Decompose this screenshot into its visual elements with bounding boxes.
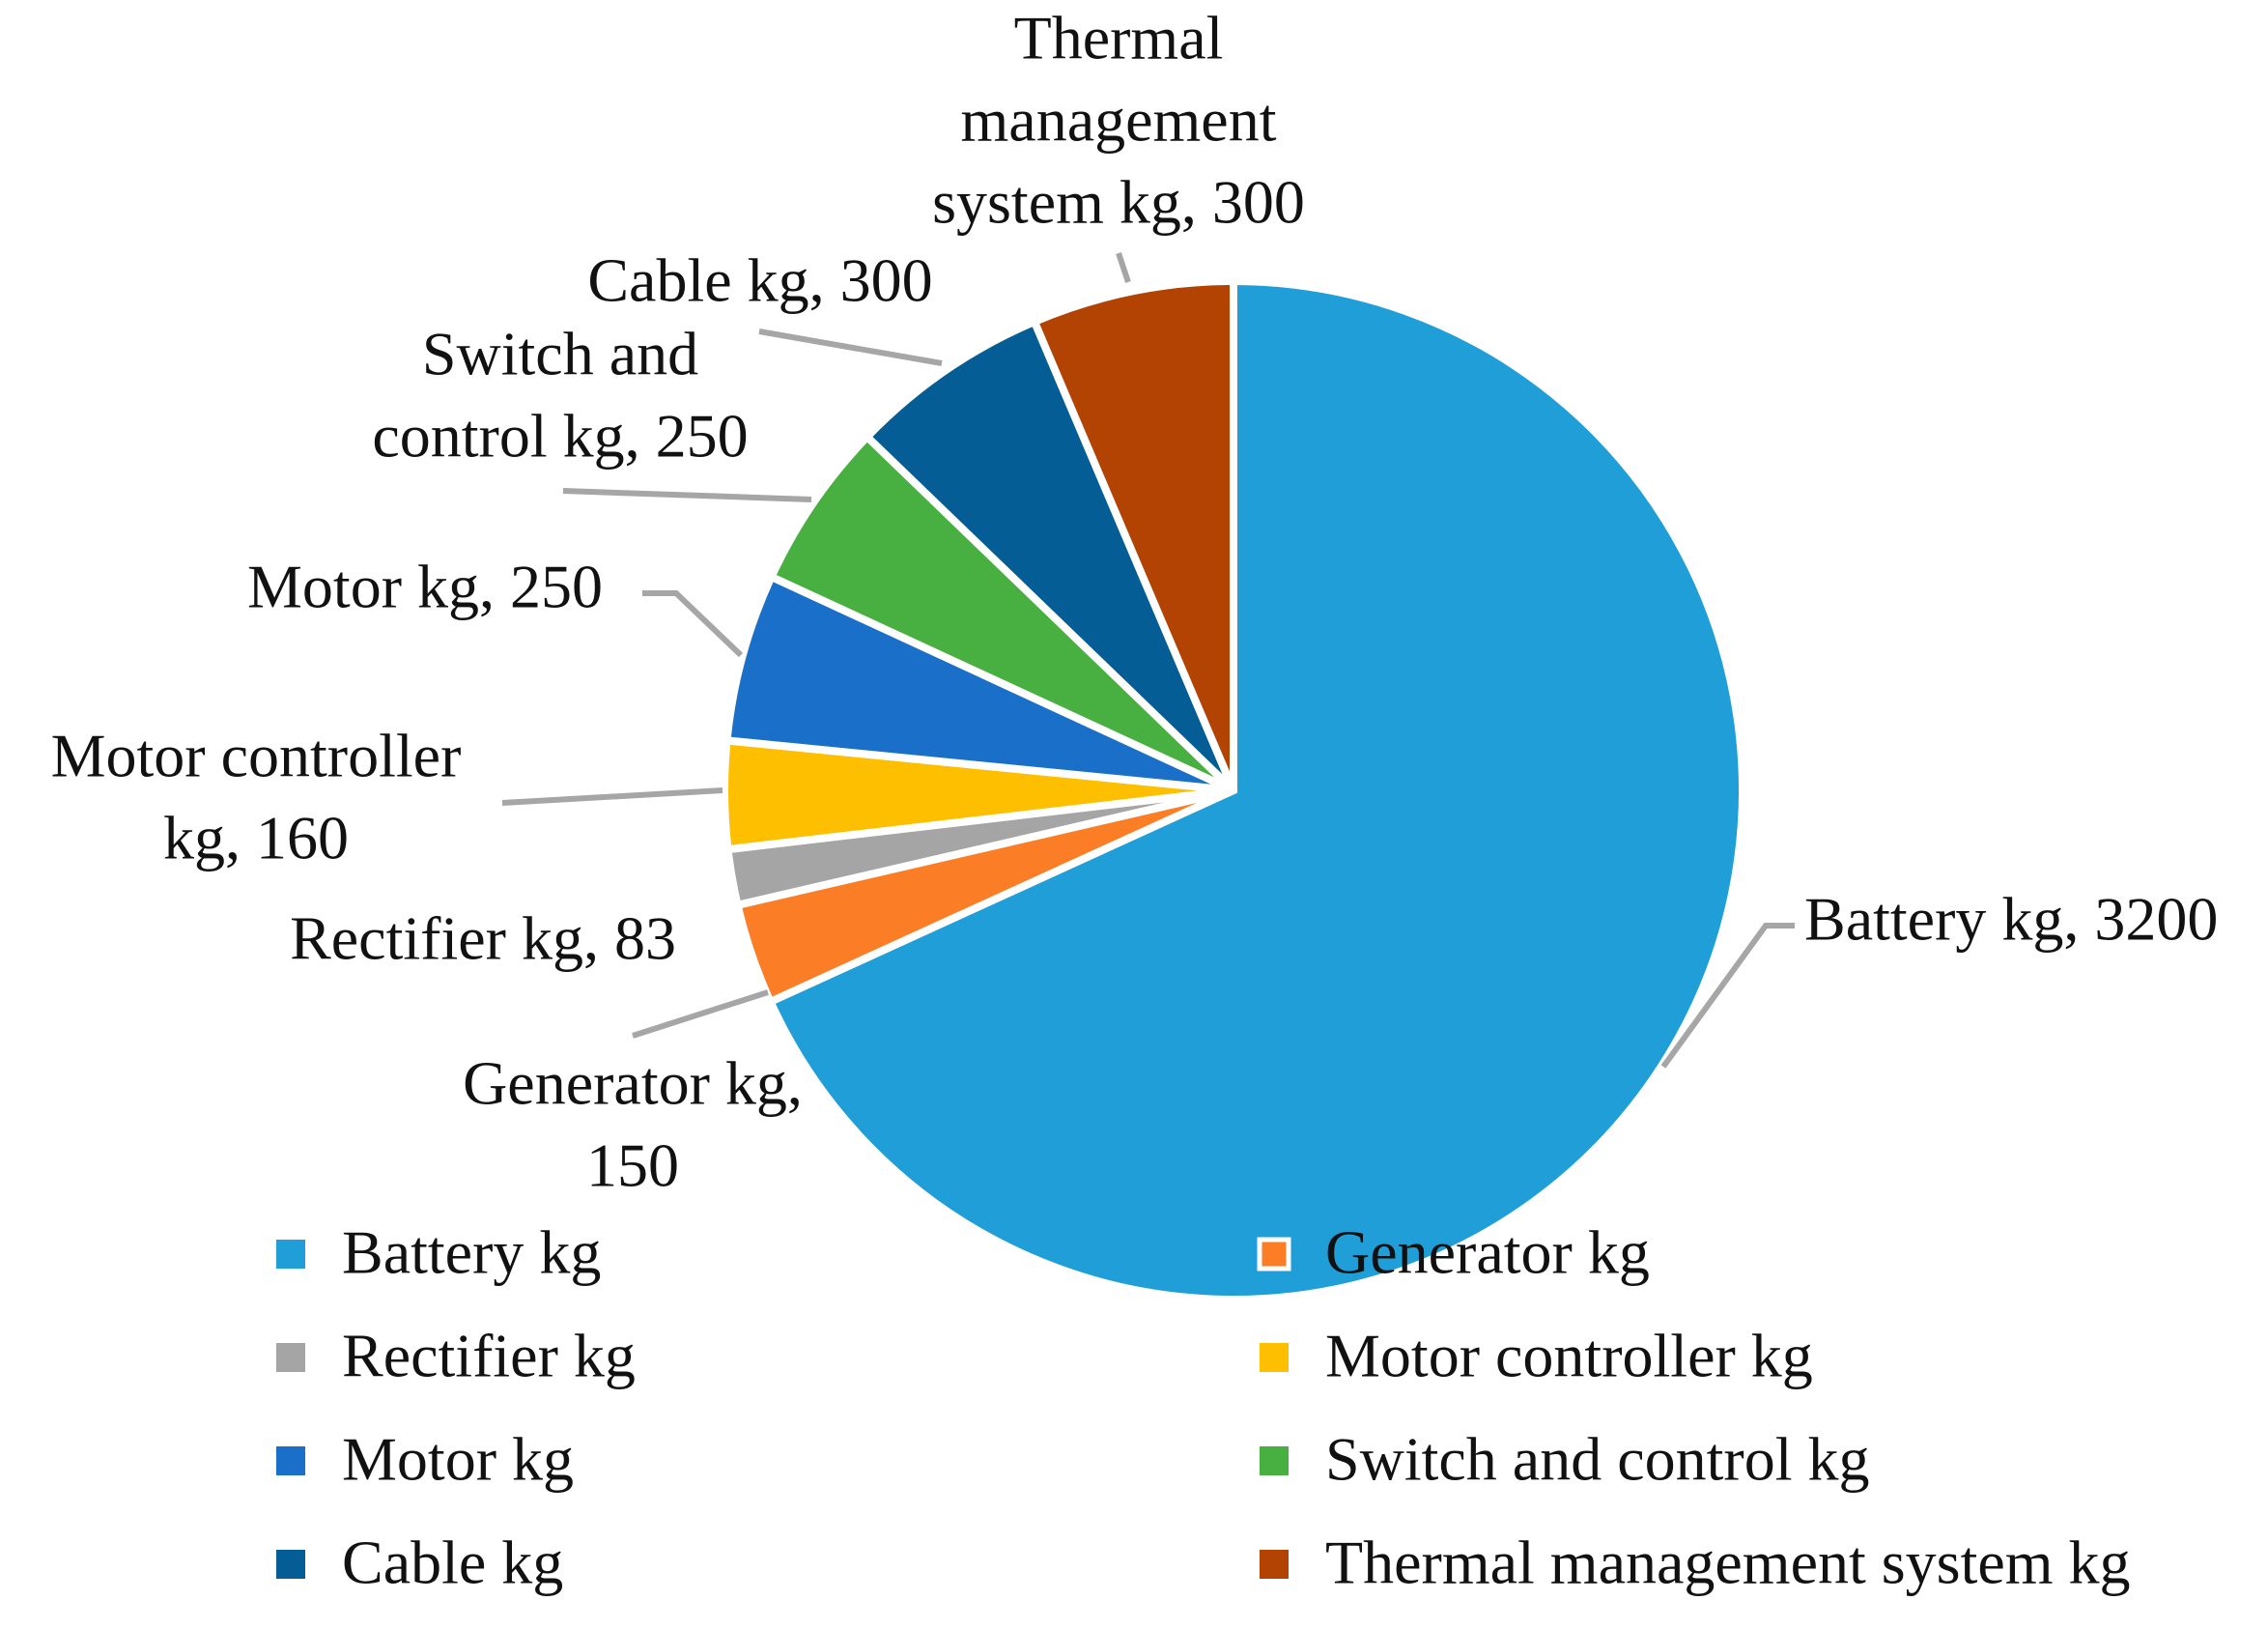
legend-label: Motor kg (342, 1425, 574, 1494)
data-label-line: Thermal (1014, 4, 1224, 72)
leader-line (758, 329, 943, 366)
data-label: Rectifier kg, 83 (290, 904, 676, 973)
legend-label: Rectifier kg (342, 1322, 636, 1390)
leader-lines (501, 252, 1795, 1069)
legend-label: Thermal management system kg (1325, 1529, 2131, 1597)
data-label: Switch and control kg, 250 (372, 320, 748, 471)
data-label-line: 150 (586, 1131, 679, 1200)
legend-label: Cable kg (342, 1529, 563, 1597)
pie-slice-thermal-management-system-kg (1029, 276, 1237, 792)
data-label: Cable kg, 300 (587, 246, 932, 315)
pie-slice-motor-kg (723, 571, 1235, 794)
leader-line (642, 590, 744, 658)
data-label-line: Motor controller (51, 722, 462, 790)
legend-item: Rectifier kg (276, 1322, 636, 1390)
data-label-line: system kg, 300 (932, 168, 1305, 237)
pie-slice-switch-and-control-kg (766, 431, 1236, 794)
data-label-line: Cable kg, 300 (587, 246, 932, 315)
data-label-line: Switch and (422, 320, 698, 388)
legend-label: Battery kg (342, 1218, 601, 1287)
data-label: Motor controller kg, 160 (51, 722, 462, 872)
pie-slice-cable-kg (862, 316, 1237, 793)
leader-line (632, 989, 769, 1039)
data-label-line: Battery kg, 3200 (1804, 885, 2218, 954)
legend-item: Motor controller kg (1260, 1322, 1813, 1390)
leader-line (501, 787, 723, 806)
leader-line (562, 488, 812, 502)
legend-swatch (276, 1343, 305, 1372)
legend-swatch (276, 1446, 305, 1475)
legend: Battery kg Generator kg Rectifier kg Motor … (276, 1218, 2131, 1597)
legend-swatch (276, 1240, 305, 1269)
pie-slice-battery-kg (765, 276, 1746, 1303)
legend-item: Battery kg (276, 1218, 601, 1287)
leader-line (1660, 923, 1795, 1069)
legend-item: Cable kg (276, 1529, 563, 1597)
data-label-line: management (961, 86, 1277, 155)
legend-swatch (1260, 1446, 1289, 1475)
pie-slices (721, 276, 1746, 1303)
legend-item: Generator kg (1257, 1218, 1650, 1287)
legend-swatch (1257, 1237, 1291, 1272)
data-labels: Battery kg, 3200 Generator kg, 150 Rectifie… (51, 4, 2219, 1200)
data-label-line: Rectifier kg, 83 (290, 904, 676, 973)
legend-item: Switch and control kg (1260, 1425, 1869, 1494)
legend-label: Generator kg (1325, 1218, 1650, 1287)
data-label-line: kg, 160 (163, 804, 349, 872)
data-label: Motor kg, 250 (247, 553, 603, 621)
data-label-line: Motor kg, 250 (247, 553, 603, 621)
data-label-line: Generator kg, (463, 1049, 803, 1118)
legend-label: Switch and control kg (1325, 1425, 1869, 1494)
legend-swatch (276, 1550, 305, 1579)
legend-item: Thermal management system kg (1260, 1529, 2131, 1597)
data-label: Thermal management system kg, 300 (932, 4, 1305, 237)
legend-item: Motor kg (276, 1425, 574, 1494)
leader-line (1116, 252, 1131, 283)
legend-swatch (1260, 1343, 1289, 1372)
data-label-line: control kg, 250 (372, 402, 748, 471)
data-label: Battery kg, 3200 (1804, 885, 2218, 954)
legend-swatch (1260, 1550, 1289, 1579)
data-label: Generator kg, 150 (463, 1049, 803, 1200)
legend-label: Motor controller kg (1325, 1322, 1813, 1390)
